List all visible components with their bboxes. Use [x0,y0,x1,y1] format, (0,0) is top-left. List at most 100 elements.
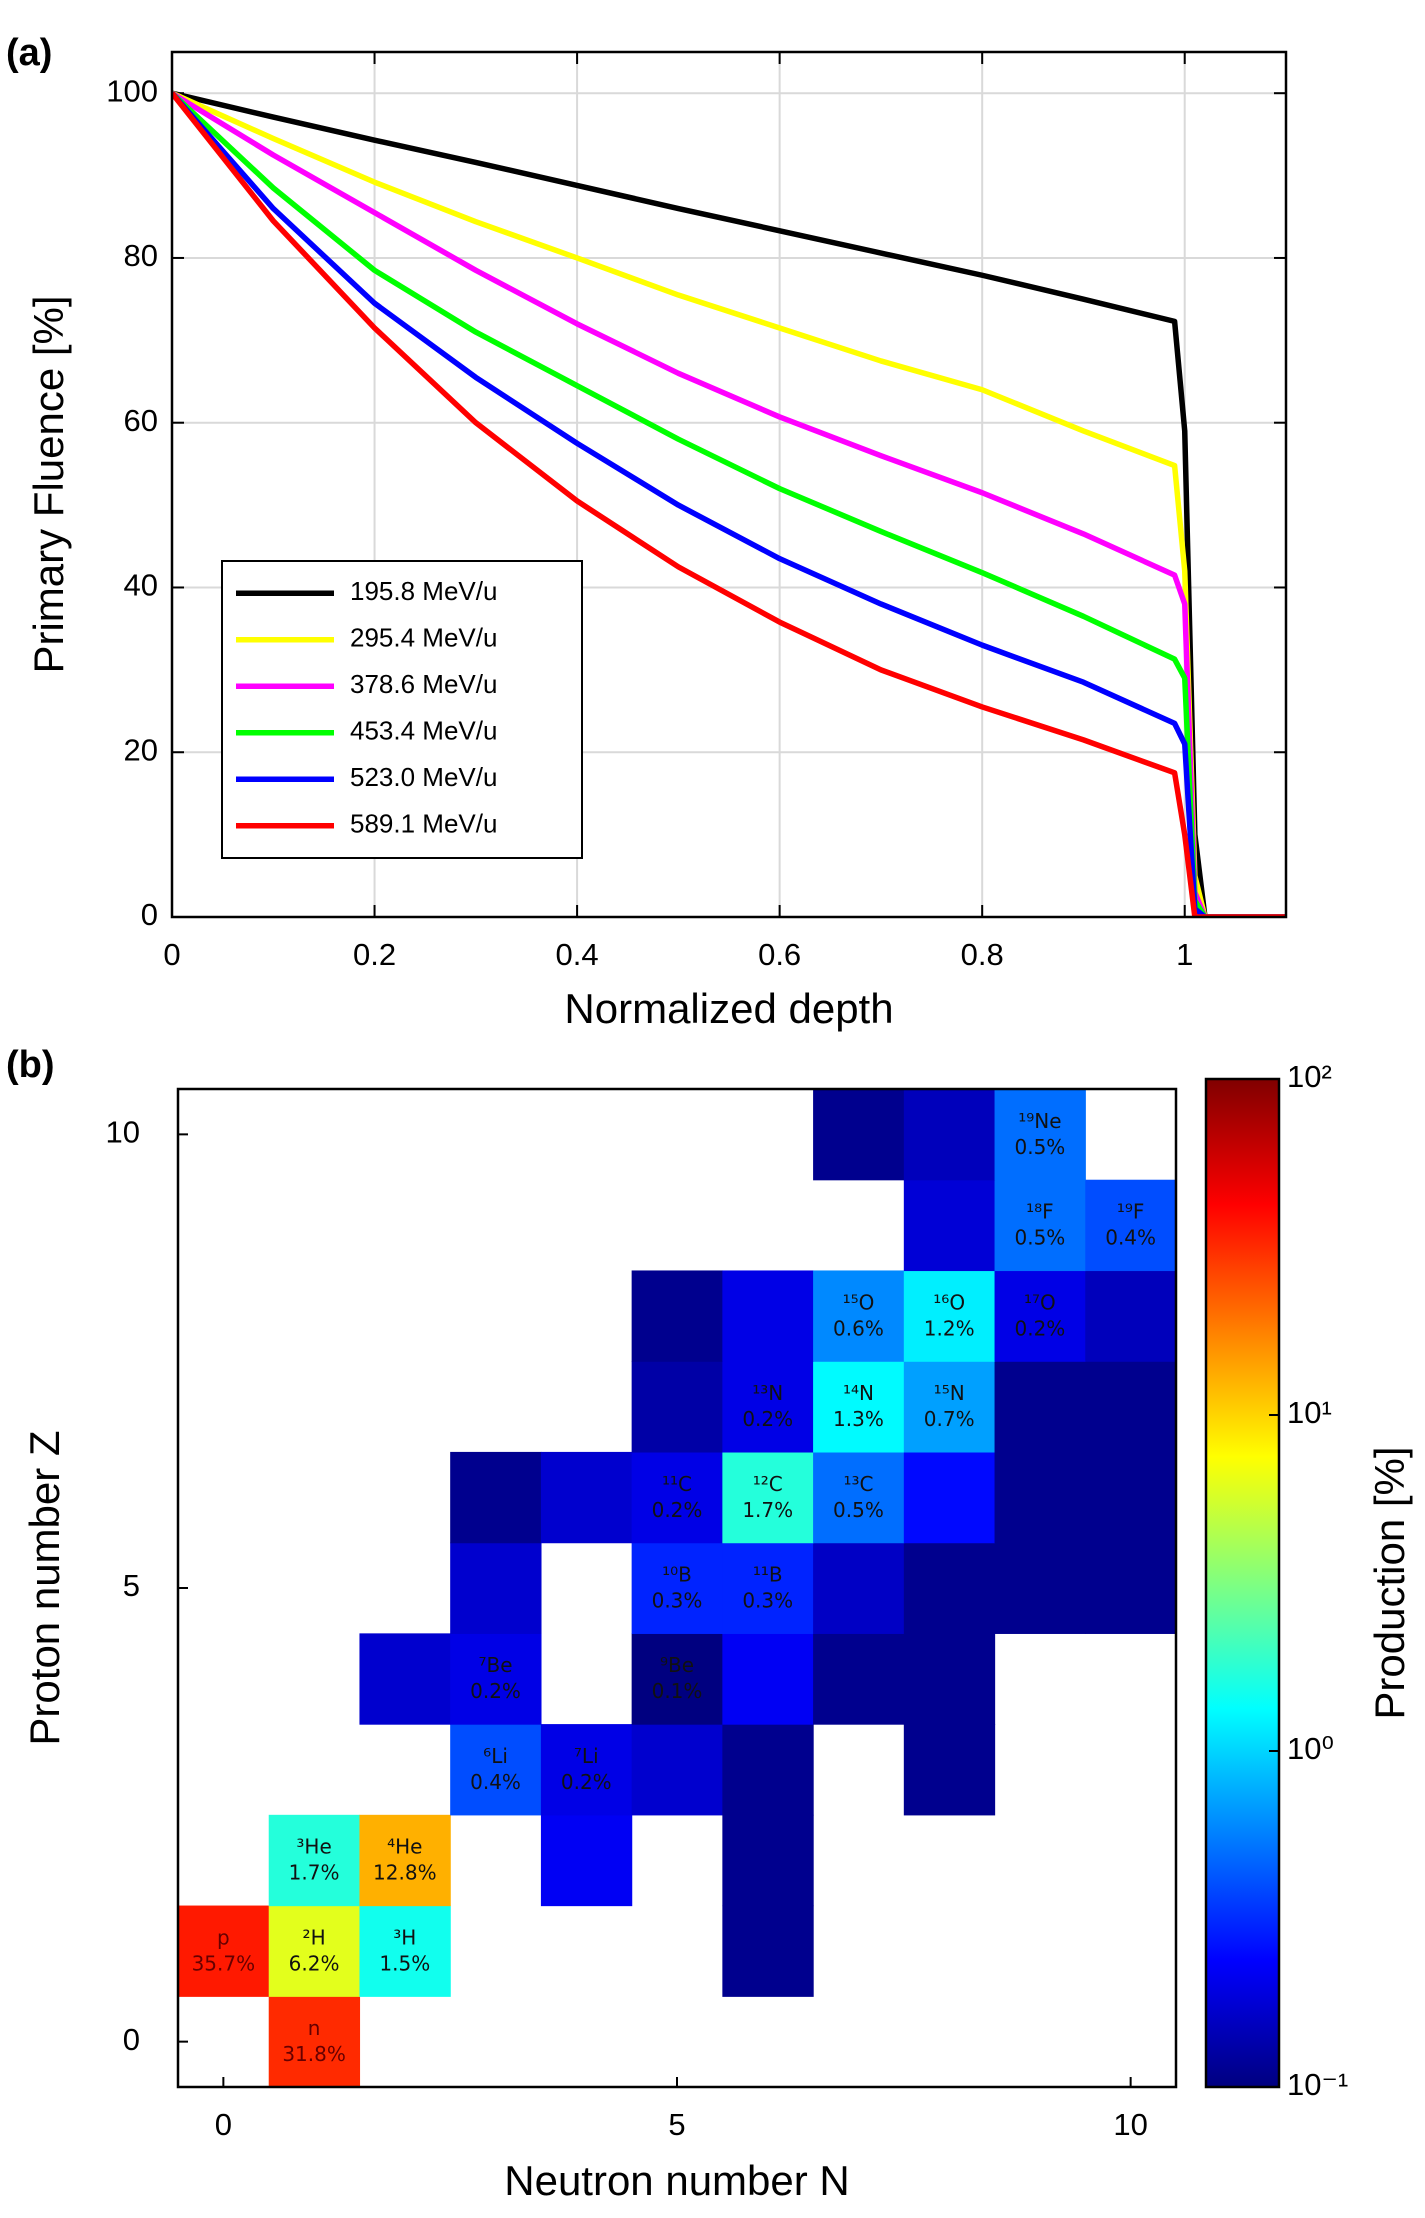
legend-label: 378.6 MeV/u [350,669,497,699]
heatmap-cell [903,1724,996,1816]
heatmap-cell [450,1724,542,1816]
colorbar [1204,1077,1281,2089]
heatmap-cell [631,1542,723,1634]
cell-nuclide: ¹¹B [753,1563,783,1587]
heatmap-cell [813,1451,905,1544]
heatmap-cell [722,1270,814,1362]
panel-label: (b) [6,1044,55,1086]
legend-label: 295.4 MeV/u [350,623,497,653]
heatmap-cell [903,1451,996,1544]
legend-label: 195.8 MeV/u [350,576,497,606]
panel-label: (a) [6,32,52,74]
heatmap-cell [178,1905,270,1997]
heatmap-cell [1085,1179,1177,1272]
heatmap-cell [268,1905,361,1997]
heatmap-cell [994,1361,1086,1453]
heatmap-cell [450,1542,542,1634]
cell-value-label: 31.8% [282,2042,346,2066]
cell-nuclide: ¹³C [843,1472,873,1496]
heatmap-cell [903,1361,996,1453]
heatmap-cell [994,1179,1086,1272]
cell-value-label: 0.7% [924,1407,975,1431]
cell-nuclide: ¹⁹Ne [1018,1109,1061,1133]
cell-nuclide: ³H [393,1925,416,1949]
heatmap-cell [994,1270,1086,1362]
legend-box [221,560,583,859]
line [172,91,1286,917]
heatmap-cell [268,1996,361,2088]
heatmap-cell [903,1633,996,1725]
cell-value-label: 1.5% [379,1951,430,1975]
heatmap-cell [1085,1270,1177,1362]
y-tick-label: 0 [141,897,158,932]
cell-nuclide: ¹⁵O [843,1290,875,1314]
heatmap-cell [359,1905,451,1997]
cell-value-label: 1.7% [742,1498,793,1522]
cell-value-label: 0.5% [833,1498,884,1522]
series-group [172,90,1286,917]
cell-nuclide: ⁶Li [483,1744,508,1768]
x-tick-label: 0.4 [556,937,599,972]
plot-frame [170,50,1288,919]
heatmap-cell [631,1451,723,1544]
x-tick-label: 0.2 [353,937,396,972]
y-axis-label: Proton number Z [21,1430,68,1745]
x-tick-label: 0 [215,2107,232,2142]
heatmap-cell [722,1542,814,1634]
heatmap-cell [631,1361,723,1453]
cell-nuclide: ¹⁸F [1026,1200,1054,1224]
heatmap-cell [903,1270,996,1362]
heatmap-cell [722,1633,814,1725]
plot-frame [176,1087,1178,2089]
cell-nuclide: ³He [296,1835,331,1859]
colorbar-tick-label: 10⁻¹ [1287,2067,1348,2102]
cell-nuclide: ⁹Be [660,1653,694,1677]
cell-value-label: 0.1% [652,1679,703,1703]
heatmap-cell [722,1905,814,1997]
y-tick-label: 80 [124,238,158,273]
cell-nuclide: ¹⁴N [843,1381,874,1405]
heatmap-cell [813,1361,905,1453]
heatmap-cell [813,1270,905,1362]
y-tick-label: 20 [124,732,158,767]
cell-value-label: 1.7% [289,1861,340,1885]
cell-nuclide: ¹⁵N [934,1381,965,1405]
cell-nuclide: ¹³N [752,1381,783,1405]
x-tick-label: 0.8 [961,937,1004,972]
heatmap-cell [813,1089,905,1181]
heatmap-cell [994,1089,1086,1181]
x-axis-label: Normalized depth [564,985,893,1032]
cell-value-label: 0.3% [742,1589,793,1613]
cell-nuclide: ¹⁷O [1024,1290,1056,1314]
cell-value-label: 0.4% [1105,1226,1156,1250]
cell-nuclide: ¹²C [753,1472,783,1496]
colorbar-tick-label: 10² [1287,1059,1332,1094]
colorbar-tick-label: 10¹ [1287,1395,1332,1430]
heatmap-cell [1085,1451,1177,1544]
heatmap-cell [722,1361,814,1453]
colorbar-label: Production [%] [1366,1446,1413,1719]
y-tick-label: 10 [106,1115,140,1150]
legend-label: 453.4 MeV/u [350,716,497,746]
x-axis-label: Neutron number N [504,2157,850,2204]
cell-value-label: 0.3% [652,1589,703,1613]
cell-nuclide: p [217,1925,230,1949]
legend-label: 523.0 MeV/u [350,762,497,792]
cell-nuclide: ⁷Li [574,1744,599,1768]
heatmap-cell [540,1724,633,1816]
heatmap-cell [722,1724,814,1816]
cell-nuclide: ¹¹C [662,1472,692,1496]
cell-value-label: 0.5% [1015,1135,1066,1159]
y-tick-label: 40 [124,568,158,603]
x-tick-label: 5 [668,2107,685,2142]
cell-nuclide: ⁷Be [479,1653,513,1677]
heatmap-cell [722,1451,814,1544]
cell-value-label: 0.2% [742,1407,793,1431]
cell-value-label: 0.2% [561,1770,612,1794]
heatmap-cell [994,1542,1086,1634]
heatmap-cell [994,1451,1086,1544]
heatmap-cell [813,1633,905,1725]
heatmap-cell [540,1451,633,1544]
colorbar-tick-label: 10⁰ [1287,1731,1334,1766]
